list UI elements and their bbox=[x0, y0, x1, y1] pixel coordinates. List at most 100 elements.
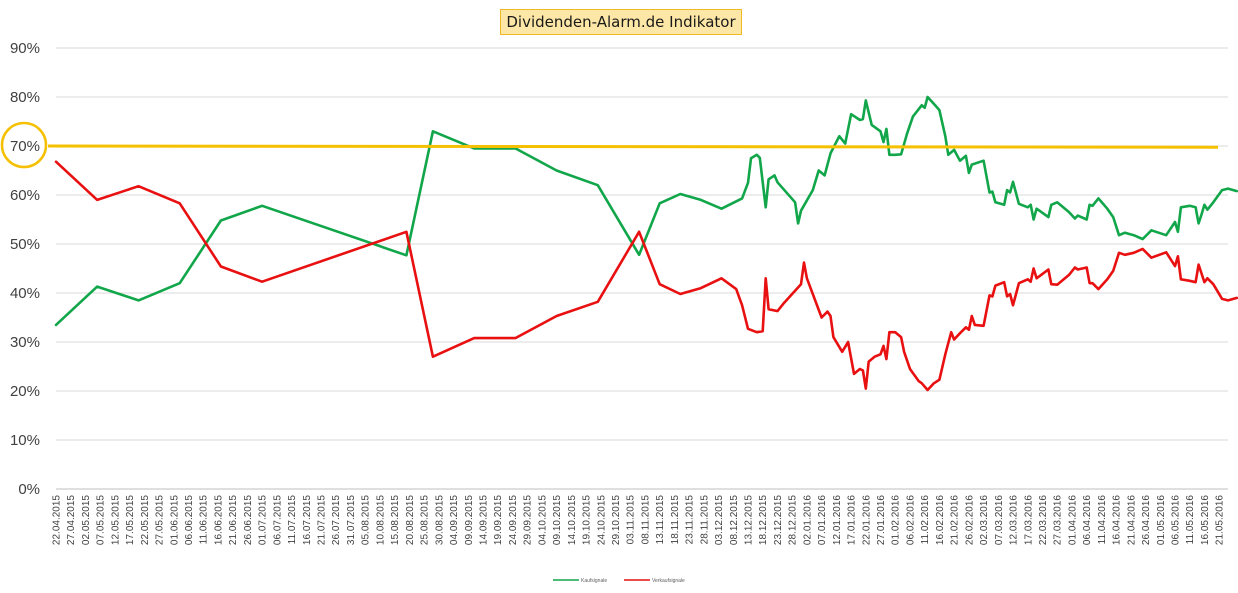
x-tick-label: 12.05.2015 bbox=[110, 495, 121, 545]
chart-title: Dividenden-Alarm.de Indikator bbox=[500, 9, 742, 35]
x-tick-label: 15.08.2015 bbox=[390, 495, 401, 545]
x-tick-label: 26.06.2015 bbox=[243, 495, 254, 545]
x-tick-label: 16.02.2016 bbox=[935, 495, 946, 545]
series-line-verkaufsignale bbox=[54, 160, 1238, 392]
x-tick-label: 27.01.2016 bbox=[876, 495, 887, 545]
x-tick-label: 16.04.2016 bbox=[1112, 495, 1123, 545]
x-tick-label: 10.08.2015 bbox=[375, 495, 386, 545]
x-tick-label: 02.03.2016 bbox=[979, 495, 990, 545]
x-tick-label: 24.09.2015 bbox=[508, 495, 519, 545]
x-tick-label: 07.03.2016 bbox=[994, 495, 1005, 545]
x-tick-label: 06.02.2016 bbox=[906, 495, 917, 545]
threshold-label-circle bbox=[0, 121, 48, 169]
y-axis-labels: 0% 10% 20% 30% 40% 50% 60% 70% 80% 90% bbox=[10, 40, 40, 498]
x-tick-label: 27.03.2016 bbox=[1053, 495, 1064, 545]
x-tick-label: 11.04.2016 bbox=[1097, 495, 1108, 545]
x-tick-label: 16.07.2015 bbox=[302, 495, 313, 545]
y-tick-label: 10% bbox=[10, 432, 40, 449]
x-tick-label: 28.11.2015 bbox=[699, 495, 710, 545]
x-tick-label: 14.10.2015 bbox=[567, 495, 578, 545]
x-tick-label: 11.06.2015 bbox=[199, 495, 210, 545]
x-tick-label: 17.05.2015 bbox=[125, 495, 136, 545]
x-tick-label: 20.08.2015 bbox=[405, 495, 416, 545]
x-tick-label: 29.10.2015 bbox=[611, 495, 622, 545]
x-axis-labels: 22.04.2015 27.04.2015 02.05.2015 07.05.2015… bbox=[52, 495, 1226, 545]
y-tick-label: 70% bbox=[10, 138, 40, 155]
y-tick-label: 80% bbox=[10, 89, 40, 106]
y-tick-label: 40% bbox=[10, 285, 40, 302]
x-tick-label: 29.09.2015 bbox=[523, 495, 534, 545]
x-tick-label: 27.04.2015 bbox=[66, 495, 77, 545]
legend-label-kaufsignale: Kaufsignale bbox=[581, 578, 607, 584]
legend-label-verkaufsignale: Verkaufsignale bbox=[652, 578, 685, 584]
x-tick-label: 06.07.2015 bbox=[272, 495, 283, 545]
x-tick-label: 12.03.2016 bbox=[1009, 495, 1020, 545]
x-tick-label: 26.02.2016 bbox=[964, 495, 975, 545]
x-tick-label: 11.05.2016 bbox=[1185, 495, 1196, 545]
x-tick-label: 23.11.2015 bbox=[685, 495, 696, 545]
x-tick-label: 28.12.2015 bbox=[788, 495, 799, 545]
x-tick-label: 22.03.2016 bbox=[1038, 495, 1049, 545]
x-tick-label: 16.06.2015 bbox=[214, 495, 225, 545]
x-tick-label: 21.02.2016 bbox=[950, 495, 961, 545]
x-tick-label: 24.10.2015 bbox=[596, 495, 607, 545]
x-tick-label: 21.06.2015 bbox=[228, 495, 239, 545]
x-tick-label: 02.01.2016 bbox=[802, 495, 813, 545]
x-tick-label: 01.05.2016 bbox=[1156, 495, 1167, 545]
x-tick-label: 11.02.2016 bbox=[920, 495, 931, 545]
x-tick-label: 26.07.2015 bbox=[331, 495, 342, 545]
x-tick-label: 27.05.2015 bbox=[155, 495, 166, 545]
x-tick-label: 26.04.2016 bbox=[1141, 495, 1152, 545]
x-tick-label: 01.06.2015 bbox=[169, 495, 180, 545]
x-tick-label: 18.12.2015 bbox=[758, 495, 769, 545]
x-tick-label: 17.01.2016 bbox=[847, 495, 858, 545]
x-tick-label: 01.04.2016 bbox=[1067, 495, 1078, 545]
y-tick-label: 50% bbox=[10, 236, 40, 253]
x-tick-label: 03.11.2015 bbox=[626, 495, 637, 545]
x-tick-label: 11.07.2015 bbox=[287, 495, 298, 545]
gridlines bbox=[56, 47, 1228, 490]
threshold-line bbox=[47, 144, 1219, 149]
y-tick-label: 20% bbox=[10, 383, 40, 400]
x-tick-label: 06.06.2015 bbox=[184, 495, 195, 545]
x-tick-label: 31.07.2015 bbox=[346, 495, 357, 545]
x-tick-label: 07.01.2016 bbox=[817, 495, 828, 545]
x-tick-label: 19.10.2015 bbox=[582, 495, 593, 545]
legend: Kaufsignale Verkaufsignale bbox=[553, 578, 685, 584]
x-tick-label: 21.07.2015 bbox=[317, 495, 328, 545]
x-tick-label: 09.10.2015 bbox=[552, 495, 563, 545]
x-tick-label: 01.07.2015 bbox=[258, 495, 269, 545]
x-tick-label: 04.10.2015 bbox=[537, 495, 548, 545]
y-tick-label: 90% bbox=[10, 40, 40, 57]
threshold-line bbox=[0, 121, 1219, 169]
x-tick-label: 21.04.2016 bbox=[1126, 495, 1137, 545]
x-tick-label: 17.03.2016 bbox=[1023, 495, 1034, 545]
y-tick-label: 0% bbox=[18, 481, 40, 498]
y-tick-label: 30% bbox=[10, 334, 40, 351]
x-tick-label: 08.11.2015 bbox=[640, 495, 651, 545]
x-tick-label: 25.08.2015 bbox=[420, 495, 431, 545]
x-tick-label: 06.04.2016 bbox=[1082, 495, 1093, 545]
x-tick-label: 01.02.2016 bbox=[891, 495, 902, 545]
x-tick-label: 22.01.2016 bbox=[861, 495, 872, 545]
x-tick-label: 13.11.2015 bbox=[655, 495, 666, 545]
x-tick-label: 18.11.2015 bbox=[670, 495, 681, 545]
x-tick-label: 22.05.2015 bbox=[140, 495, 151, 545]
x-tick-label: 30.08.2015 bbox=[434, 495, 445, 545]
x-tick-label: 16.05.2016 bbox=[1200, 495, 1211, 545]
series-line-kaufsignale bbox=[54, 95, 1238, 327]
series-lines bbox=[54, 95, 1238, 392]
x-tick-label: 23.12.2015 bbox=[773, 495, 784, 545]
x-tick-label: 19.09.2015 bbox=[493, 495, 504, 545]
x-tick-label: 06.05.2016 bbox=[1171, 495, 1182, 545]
x-tick-label: 05.08.2015 bbox=[361, 495, 372, 545]
y-tick-label: 60% bbox=[10, 187, 40, 204]
x-tick-label: 09.09.2015 bbox=[464, 495, 475, 545]
x-tick-label: 07.05.2015 bbox=[96, 495, 107, 545]
x-tick-label: 13.12.2015 bbox=[744, 495, 755, 545]
x-tick-label: 04.09.2015 bbox=[449, 495, 460, 545]
x-tick-label: 02.05.2015 bbox=[81, 495, 92, 545]
x-tick-label: 22.04.2015 bbox=[52, 495, 63, 545]
x-tick-label: 08.12.2015 bbox=[729, 495, 740, 545]
